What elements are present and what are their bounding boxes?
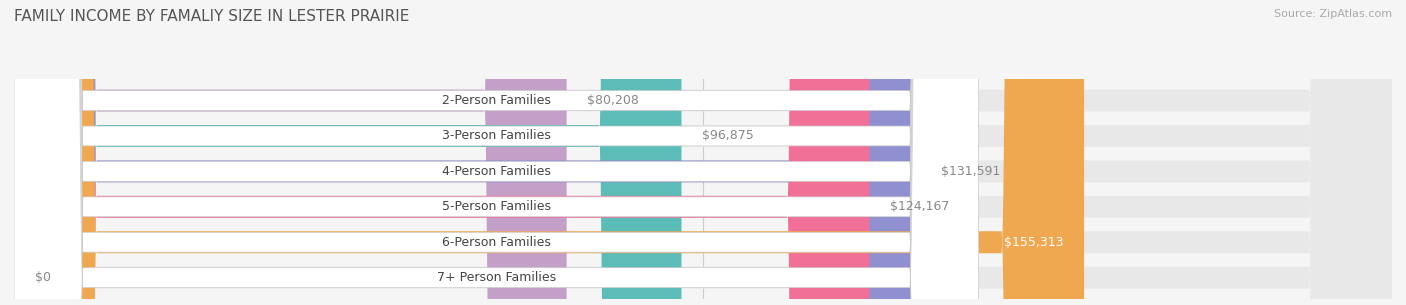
FancyBboxPatch shape — [14, 0, 1392, 305]
FancyBboxPatch shape — [14, 0, 979, 305]
FancyBboxPatch shape — [14, 0, 682, 305]
FancyBboxPatch shape — [14, 0, 1392, 305]
FancyBboxPatch shape — [14, 0, 979, 305]
FancyBboxPatch shape — [14, 0, 979, 305]
FancyBboxPatch shape — [14, 0, 1392, 305]
FancyBboxPatch shape — [14, 0, 1084, 305]
Text: 7+ Person Families: 7+ Person Families — [437, 271, 555, 284]
FancyBboxPatch shape — [14, 0, 921, 305]
Text: 3-Person Families: 3-Person Families — [441, 129, 551, 142]
Text: $131,591: $131,591 — [941, 165, 1001, 178]
Text: FAMILY INCOME BY FAMALIY SIZE IN LESTER PRAIRIE: FAMILY INCOME BY FAMALIY SIZE IN LESTER … — [14, 9, 409, 24]
Text: $0: $0 — [35, 271, 51, 284]
FancyBboxPatch shape — [14, 0, 979, 305]
Text: Source: ZipAtlas.com: Source: ZipAtlas.com — [1274, 9, 1392, 19]
Text: $96,875: $96,875 — [702, 129, 754, 142]
Text: $155,313: $155,313 — [1004, 236, 1063, 249]
FancyBboxPatch shape — [14, 0, 1392, 305]
FancyBboxPatch shape — [14, 0, 1392, 305]
FancyBboxPatch shape — [14, 0, 1392, 305]
Text: $124,167: $124,167 — [890, 200, 949, 213]
Text: $80,208: $80,208 — [588, 94, 640, 107]
FancyBboxPatch shape — [14, 0, 979, 305]
Text: 2-Person Families: 2-Person Families — [441, 94, 551, 107]
Text: 4-Person Families: 4-Person Families — [441, 165, 551, 178]
FancyBboxPatch shape — [14, 0, 567, 305]
Text: 5-Person Families: 5-Person Families — [441, 200, 551, 213]
FancyBboxPatch shape — [14, 0, 869, 305]
FancyBboxPatch shape — [14, 0, 979, 305]
Text: 6-Person Families: 6-Person Families — [441, 236, 551, 249]
